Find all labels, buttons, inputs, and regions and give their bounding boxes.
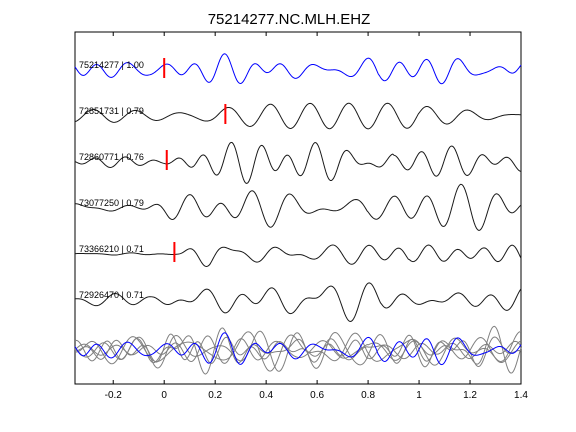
x-tick-label: 1.4: [514, 390, 528, 401]
trace-label: 72860771 | 0.76: [79, 152, 144, 162]
trace-line-72851731: [74, 102, 522, 130]
x-tick-label: 0.2: [208, 390, 222, 401]
stack-trace-gray: [74, 331, 522, 372]
x-tick-label: 1.2: [463, 390, 477, 401]
x-tick-label: 0.6: [310, 390, 324, 401]
trace-line-73366210: [74, 244, 522, 268]
x-axis: -0.2 0 0.2 0.4 0.6 0.8 1 1.2 1.4: [105, 32, 528, 401]
stack-trace-blue: [74, 332, 522, 366]
trace-label: 73077250 | 0.79: [79, 198, 144, 208]
stack-trace-gray: [74, 335, 522, 364]
trace-label: 72926470 | 0.71: [79, 290, 144, 300]
x-tick-label: 0: [161, 390, 167, 401]
x-tick-label: -0.2: [105, 390, 123, 401]
trace-label: 75214277 | 1.00: [79, 60, 144, 70]
trace-line-75214277: [74, 53, 522, 85]
x-tick-label: 0.4: [259, 390, 273, 401]
chart-title: 75214277.NC.MLH.EHZ: [208, 11, 371, 28]
traces-group: 75214277 | 1.00 72851731 | 0.79 72860771 |…: [74, 53, 522, 323]
stack-trace-gray: [74, 330, 522, 372]
trace-label: 73366210 | 0.71: [79, 244, 144, 254]
trace-line-72860771: [74, 141, 522, 185]
x-tick-label: 1: [416, 390, 422, 401]
plot-frame: [74, 31, 522, 385]
stack-group: [74, 325, 522, 375]
trace-line-72926470: [74, 282, 522, 323]
x-tick-label: 0.8: [361, 390, 375, 401]
trace-line-73077250: [74, 183, 522, 231]
trace-label: 72851731 | 0.79: [79, 106, 144, 116]
stack-trace-gray: [74, 325, 522, 375]
